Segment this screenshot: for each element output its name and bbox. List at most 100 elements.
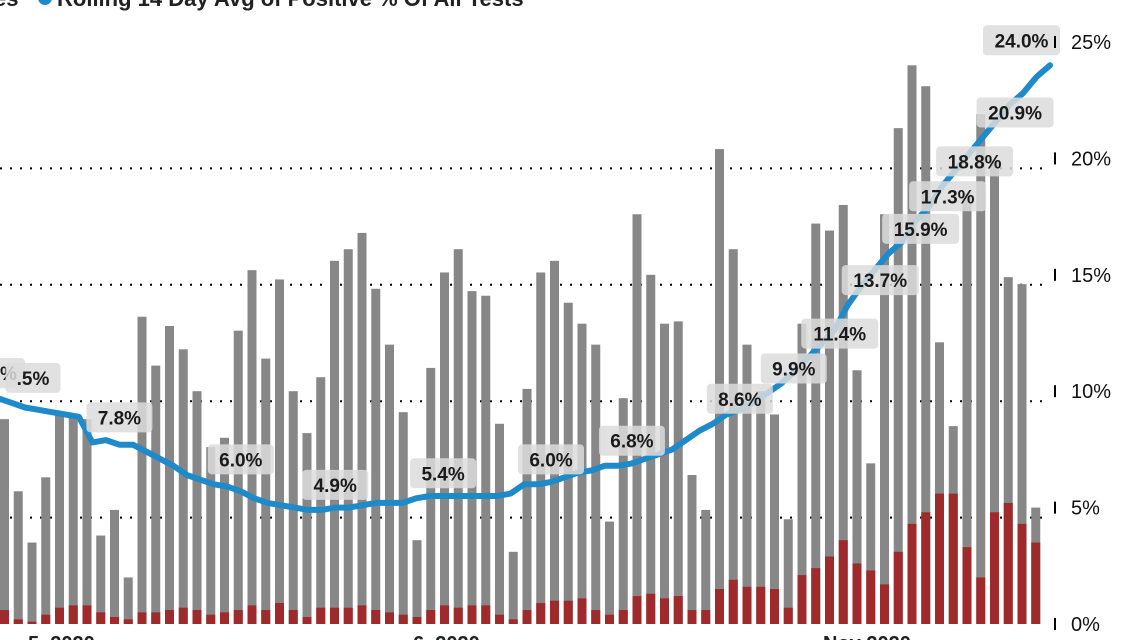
test-bar xyxy=(27,542,37,624)
data-label-box xyxy=(5,362,61,393)
data-label: 20.9% xyxy=(988,103,1042,124)
test-bar xyxy=(412,540,422,624)
positive-bar xyxy=(715,589,724,624)
data-label: 6.0% xyxy=(219,450,262,471)
test-bar xyxy=(385,344,394,624)
test-bar xyxy=(962,193,972,624)
positive-bar xyxy=(701,610,711,624)
positive-bar xyxy=(467,605,477,624)
test-bar xyxy=(990,160,999,624)
y-tick-label: 20% xyxy=(1071,148,1111,170)
test-bar xyxy=(275,279,284,624)
test-bar xyxy=(82,419,92,624)
test-bar xyxy=(13,491,23,624)
test-bar xyxy=(660,323,669,624)
test-bar xyxy=(852,370,862,624)
positive-bar xyxy=(660,598,669,624)
positive-bar xyxy=(110,617,119,624)
positive-bar xyxy=(27,621,37,624)
test-bar xyxy=(728,249,738,624)
test-bar xyxy=(673,321,683,624)
positive-bar xyxy=(206,614,216,624)
legend: es Rolling 14 Day Avg of Positive % Of A… xyxy=(0,0,524,11)
positive-bar xyxy=(398,614,408,624)
data-label-box xyxy=(598,425,665,456)
test-bar xyxy=(343,249,353,624)
positive-bar xyxy=(591,610,601,624)
test-bar xyxy=(907,65,917,624)
positive-bar xyxy=(921,512,931,624)
test-bar xyxy=(605,521,614,624)
positive-bar xyxy=(316,607,326,624)
data-label-box xyxy=(882,213,960,244)
positive-bar xyxy=(96,612,106,624)
y-tick-label: 15% xyxy=(1071,265,1111,287)
positive-bar xyxy=(82,605,92,624)
x-tick-label: 6, 2020 xyxy=(413,633,480,640)
x-axis: 5, 2020 6, 2020 Nov 2020 xyxy=(28,633,911,640)
x-tick-label: Nov 2020 xyxy=(823,633,911,640)
y-tick-label: 25% xyxy=(1071,32,1111,54)
positive-bar xyxy=(756,586,766,624)
test-bar xyxy=(220,437,229,624)
test-bar xyxy=(797,323,807,624)
test-bar xyxy=(756,391,766,624)
test-bar xyxy=(123,577,133,624)
positive-bar xyxy=(481,605,491,624)
positive-bar xyxy=(522,610,532,624)
data-label-box xyxy=(706,383,773,414)
data-label-box xyxy=(909,181,987,212)
test-bar xyxy=(618,398,628,624)
positive-bar xyxy=(852,563,862,624)
test-bar xyxy=(632,214,642,624)
positive-bar xyxy=(371,610,381,624)
positive-bar xyxy=(893,551,903,624)
test-bar xyxy=(151,365,161,624)
bars xyxy=(0,65,1041,625)
positive-bar xyxy=(962,547,972,624)
test-bar xyxy=(522,388,532,624)
test-bar xyxy=(770,414,779,624)
data-label: 4.9% xyxy=(314,476,357,497)
test-bar xyxy=(316,377,326,624)
positive-bar xyxy=(1003,502,1013,624)
positive-bar xyxy=(811,568,821,624)
positive-bar xyxy=(440,605,449,624)
test-bar xyxy=(893,128,903,625)
legend-line-label: Rolling 14 Day Avg of Positive % Of All … xyxy=(57,0,524,11)
legend-line-marker-icon xyxy=(38,0,52,5)
positive-bar xyxy=(563,600,573,624)
positive-bar xyxy=(13,619,23,624)
positive-bar xyxy=(302,617,312,624)
test-bar xyxy=(206,447,216,624)
positive-bar xyxy=(453,607,463,624)
test-bar xyxy=(440,272,449,624)
test-bar xyxy=(453,249,463,624)
test-bar xyxy=(825,230,834,624)
test-bar xyxy=(591,344,601,624)
test-bar xyxy=(976,114,986,624)
data-label: 9.9% xyxy=(772,360,815,381)
positive-bar xyxy=(0,610,9,624)
positive-bar xyxy=(385,612,394,624)
test-bar xyxy=(1003,277,1013,624)
positive-bar xyxy=(880,584,889,624)
test-bar xyxy=(68,414,78,624)
data-label-box xyxy=(86,402,153,433)
positive-bar xyxy=(247,605,257,624)
data-label: 18.8% xyxy=(948,152,1002,173)
positive-bar xyxy=(412,617,422,624)
test-bar xyxy=(811,223,821,625)
data-label: 15.9% xyxy=(894,220,948,241)
positive-bar xyxy=(605,614,614,624)
legend-left-partial: es xyxy=(0,0,18,11)
positive-bar xyxy=(275,603,284,624)
data-label: 13.7% xyxy=(853,271,907,292)
positive-bar xyxy=(976,577,986,624)
test-bar xyxy=(742,344,752,624)
positive-bar xyxy=(632,596,642,624)
test-bar xyxy=(110,509,119,624)
data-label: 8.6% xyxy=(718,390,761,411)
y-tick-label: 10% xyxy=(1071,381,1111,403)
test-bar xyxy=(192,391,202,624)
